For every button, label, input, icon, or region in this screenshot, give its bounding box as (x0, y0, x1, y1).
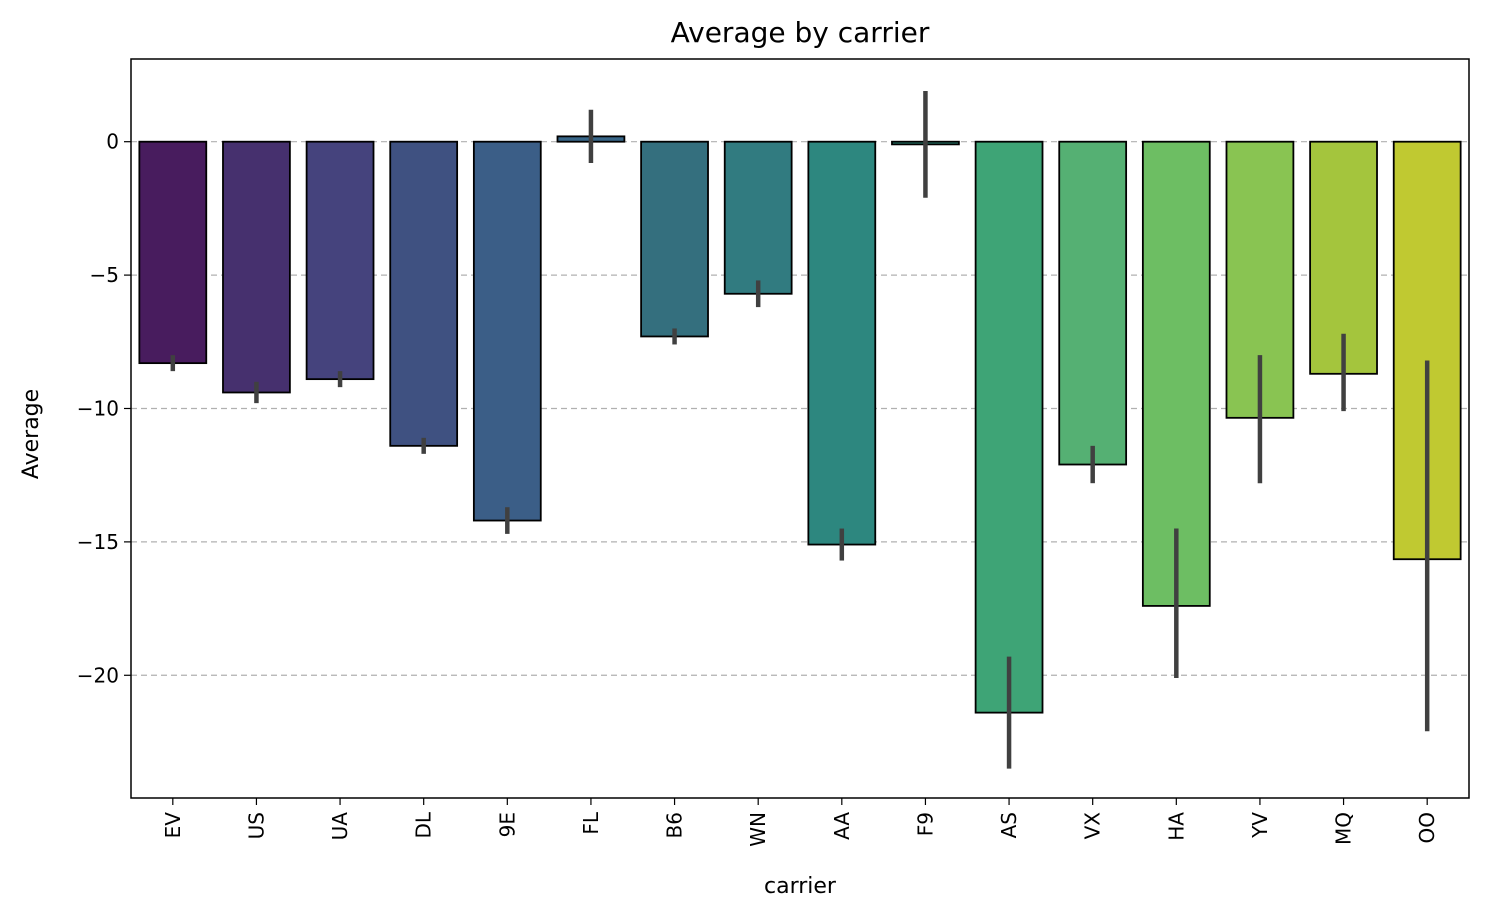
y-tick-label: −20 (77, 663, 119, 687)
x-tick-label: AA (830, 812, 854, 840)
bar-dl (389, 140, 459, 447)
x-tick-label: MQ (1332, 812, 1356, 845)
x-tick-label: OO (1415, 812, 1439, 843)
plot-frame (130, 58, 1470, 799)
x-tick-label: 9E (495, 812, 519, 837)
bar-us (222, 140, 291, 394)
bar-wn (723, 140, 793, 295)
x-tick-label: UA (328, 812, 352, 841)
x-tick-label: US (244, 812, 268, 839)
x-tick-label: VX (1081, 812, 1105, 840)
x-tick-label: HA (1164, 812, 1188, 841)
x-axis-label: carrier (764, 874, 837, 899)
bars (138, 135, 1462, 714)
bar-b6 (640, 140, 709, 338)
bar-ua (305, 140, 375, 381)
x-tick-label: FL (579, 811, 603, 835)
chart-title: Average by carrier (671, 16, 930, 49)
y-tick-label: −10 (77, 396, 119, 420)
y-axis-label: Average (19, 389, 44, 479)
y-axis-ticks: 0 −5 −10 −15 −20 (77, 130, 131, 687)
bar-9e (472, 140, 542, 522)
bar-ev (138, 140, 208, 365)
bar-as (974, 140, 1044, 714)
bar-aa (807, 140, 877, 546)
x-tick-label: WN (746, 812, 770, 847)
x-tick-label: DL (412, 811, 436, 838)
y-tick-label: −15 (77, 530, 119, 554)
x-tick-label: YV (1248, 812, 1272, 839)
y-tick-label: 0 (106, 130, 119, 154)
x-tick-label: AS (997, 812, 1021, 838)
bar-vx (1058, 140, 1128, 466)
y-tick-label: −5 (90, 263, 119, 287)
x-tick-label: EV (161, 812, 185, 839)
x-tick-label: F9 (913, 812, 937, 836)
x-tick-label: B6 (663, 812, 687, 838)
x-axis-ticks: EV US UA DL 9E FL B6 WN AA F9 AS VX HA YV MQ OO (161, 798, 1439, 847)
error-bars (170, 91, 1430, 769)
